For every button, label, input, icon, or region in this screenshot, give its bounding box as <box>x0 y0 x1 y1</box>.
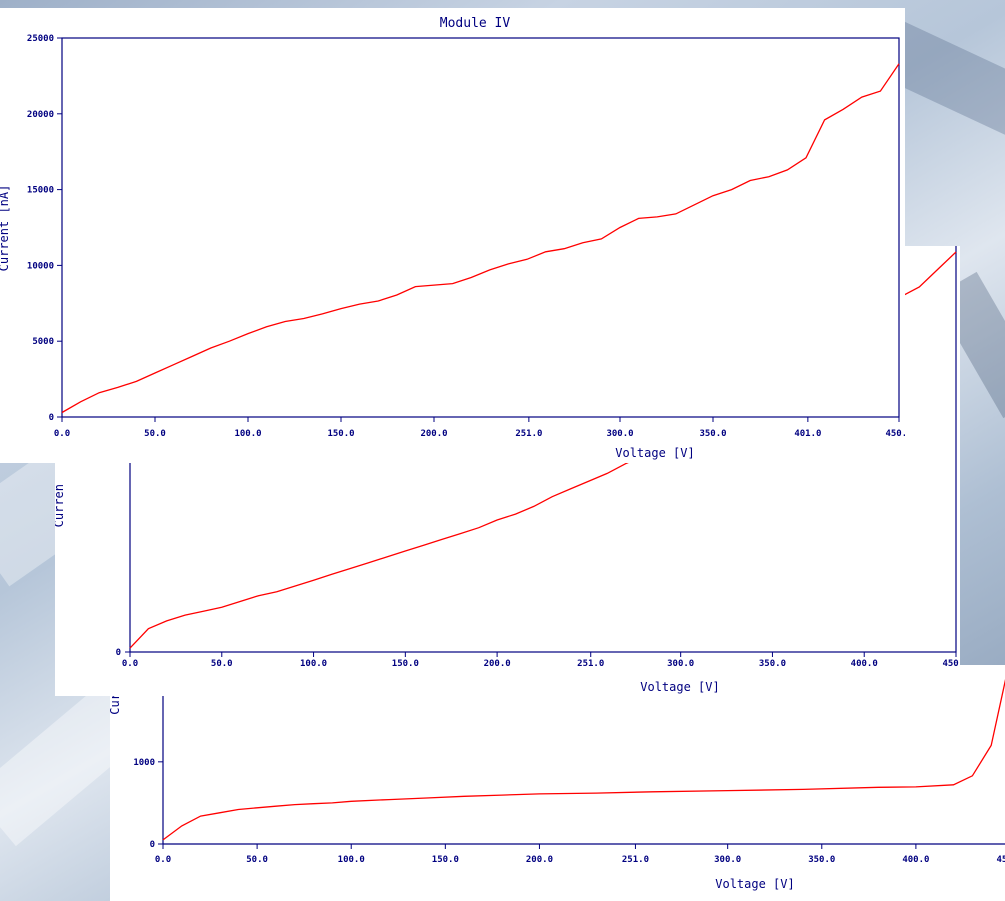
x-tick-label: 450.0 <box>996 855 1005 865</box>
y-tick-label: 15000 <box>27 186 54 196</box>
x-tick-label: 200.0 <box>420 429 447 439</box>
plot-frame <box>61 37 900 418</box>
x-tick-label: 50.0 <box>211 659 233 669</box>
y-tick-label: 0 <box>116 648 121 658</box>
y-tick-label: 5000 <box>32 337 54 347</box>
x-axis-label: Voltage [V] <box>715 877 794 891</box>
x-tick-label: 0.0 <box>54 429 70 439</box>
y-tick-label: 25000 <box>27 34 54 44</box>
y-axis-label: Cur <box>110 693 122 715</box>
x-tick-label: 150.0 <box>432 855 459 865</box>
x-tick-label: 300.0 <box>667 659 694 669</box>
chart-title: Module IV <box>440 16 511 31</box>
chart-panel-1: 0.0 50.0 100.0 150.0 200.0 251.0 300.0 350.0 401… <box>0 8 905 463</box>
x-tick-label: 450.0 <box>942 659 960 669</box>
x-tick-label: 150.0 <box>392 659 419 669</box>
x-tick-label: 401.0 <box>794 429 821 439</box>
series-line <box>61 63 900 414</box>
y-tick-label: 20000 <box>27 110 54 120</box>
x-tick-label: 251.0 <box>622 855 649 865</box>
x-tick-label: 0.0 <box>122 659 138 669</box>
x-tick-label: 200.0 <box>526 855 553 865</box>
x-tick-label: 251.0 <box>515 429 542 439</box>
series-line <box>162 678 1005 841</box>
x-tick-label: 300.0 <box>714 855 741 865</box>
y-tick-label: 0 <box>49 413 54 423</box>
x-tick-label: 100.0 <box>234 429 261 439</box>
x-tick-label: 350.0 <box>699 429 726 439</box>
x-tick-label: 50.0 <box>144 429 166 439</box>
x-tick-label: 251.0 <box>577 659 604 669</box>
x-tick-label: 100.0 <box>300 659 327 669</box>
x-tick-label: 350.0 <box>808 855 835 865</box>
x-tick-label: 400.0 <box>851 659 878 669</box>
x-axis-label: Voltage [V] <box>615 446 694 460</box>
x-tick-label: 200.0 <box>484 659 511 669</box>
x-tick-label: 0.0 <box>155 855 171 865</box>
y-tick-label: 0 <box>150 840 155 850</box>
x-tick-label: 100.0 <box>338 855 365 865</box>
x-tick-label: 450.0 <box>885 429 905 439</box>
y-tick-label: 1000 <box>133 758 155 768</box>
x-tick-label: 150.0 <box>327 429 354 439</box>
chart-panel-3: 0.0 50.0 100.0 150.0 200.0 251.0 300.0 350.0 400… <box>110 665 1005 901</box>
y-tick-label: 10000 <box>27 261 54 271</box>
x-tick-label: 300.0 <box>606 429 633 439</box>
x-axis-label: Voltage [V] <box>640 680 719 694</box>
x-tick-label: 50.0 <box>246 855 268 865</box>
y-axis-label: Curren <box>55 484 66 527</box>
y-axis-label: Current [nA] <box>0 185 11 272</box>
chart-1: 0.0 50.0 100.0 150.0 200.0 251.0 300.0 350.0 401… <box>0 16 905 460</box>
x-tick-label: 350.0 <box>759 659 786 669</box>
x-tick-label: 400.0 <box>902 855 929 865</box>
chart-3: 0.0 50.0 100.0 150.0 200.0 251.0 300.0 350.0 400… <box>110 665 1005 891</box>
